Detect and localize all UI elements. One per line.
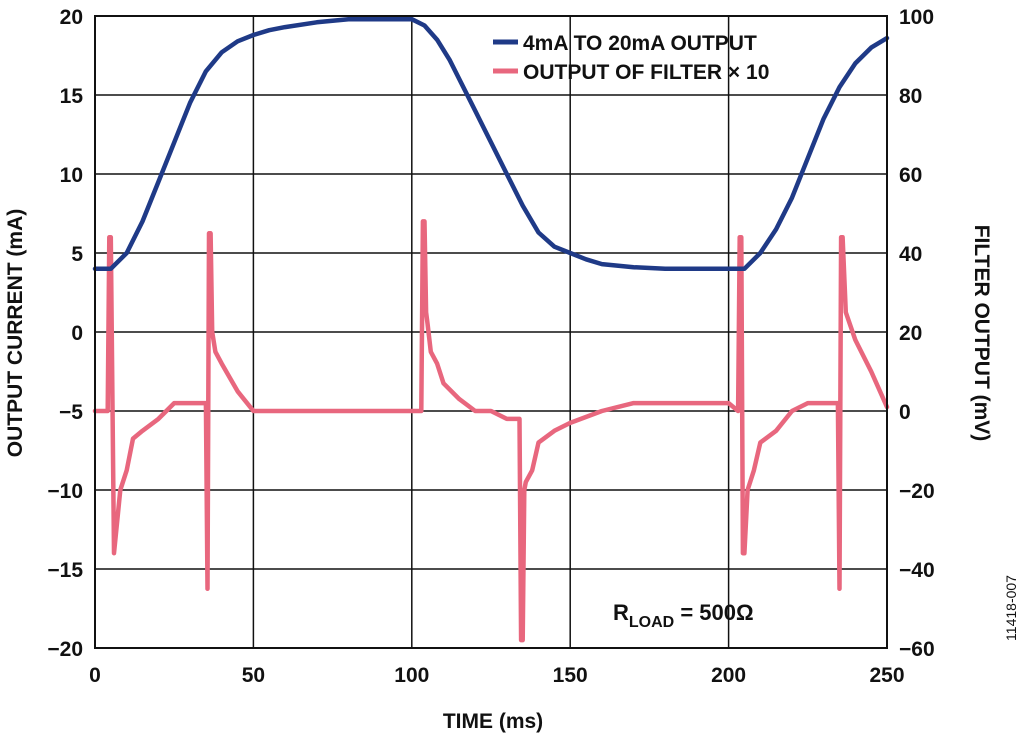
x-tick-label: 150 [553,664,588,687]
y-tick-label-left: 10 [60,164,83,187]
rload-r: R [613,600,629,625]
rload-annotation: RLOAD = 500Ω [613,600,754,631]
y-tick-label-right: 80 [899,85,922,108]
y-tick-label-left: −15 [47,559,83,582]
series-line-1 [92,219,890,643]
x-tick-label: 250 [869,664,904,687]
y-tick-label-left: −5 [59,401,83,424]
y-tick-label-right: 60 [899,164,922,187]
y-tick-label-right: 0 [899,401,911,424]
y-tick-label-left: 0 [71,322,83,345]
x-tick-label: 100 [394,664,429,687]
figure-id: 11418-007 [1003,575,1019,641]
rload-value: = 500Ω [674,600,753,625]
legend: 4mA TO 20mA OUTPUT OUTPUT OF FILTER × 10 [493,32,769,84]
x-tick-label: 50 [242,664,265,687]
y-axis-title-left: OUTPUT CURRENT (mA) [4,209,27,457]
y-tick-label-left: −10 [47,480,83,503]
series-group [92,16,890,643]
rload-sub: LOAD [629,614,674,631]
x-tick-label: 200 [711,664,746,687]
x-axis-title: TIME (ms) [443,710,543,733]
x-tick-label: 0 [89,664,101,687]
series-line-0 [92,16,890,272]
y-tick-label-left: 20 [60,6,83,29]
tick-labels: 0 50 100 150 200 25020151050−5−10−15−20100806… [47,6,934,687]
y-tick-label-left: 5 [71,243,83,266]
legend-label: OUTPUT OF FILTER × 10 [523,61,769,84]
y-tick-label-right: −20 [899,480,935,503]
y-tick-label-left: −20 [47,638,83,661]
y-tick-label-right: 100 [899,6,934,29]
y-tick-label-right: 40 [899,243,922,266]
y-tick-label-right: 20 [899,322,922,345]
y-axis-title-right: FILTER OUTPUT (mV) [970,225,993,442]
y-tick-label-right: −60 [899,638,935,661]
y-tick-label-left: 15 [60,85,84,108]
plot-frame [94,15,888,649]
legend-label: 4mA TO 20mA OUTPUT [523,32,757,55]
y-tick-label-right: −40 [899,559,935,582]
